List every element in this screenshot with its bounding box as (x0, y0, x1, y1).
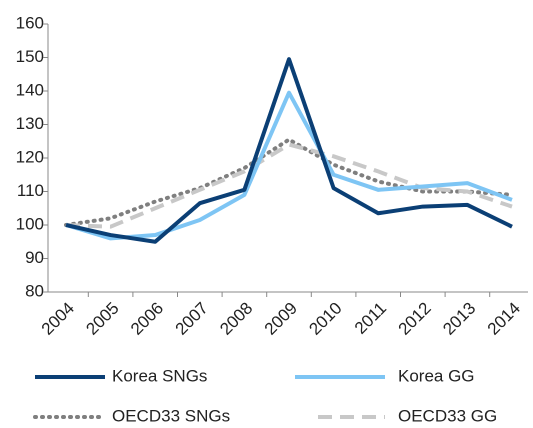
x-tick-label: 2009 (261, 299, 301, 339)
y-tick-label: 120 (16, 147, 44, 166)
x-tick-label: 2008 (216, 299, 256, 339)
line-series (65, 57, 513, 244)
line-series (65, 90, 513, 241)
x-tick-label: 2005 (82, 299, 122, 339)
x-tick-label: 2007 (172, 299, 212, 339)
x-tick-label: 2004 (38, 299, 78, 339)
x-tick-label: 2010 (305, 299, 345, 339)
y-tick-label: 90 (25, 248, 44, 267)
line-series (64, 137, 514, 227)
legend-label: Korea GG (398, 366, 475, 385)
x-tick-label: 2013 (439, 299, 479, 339)
y-tick-label: 140 (16, 80, 44, 99)
legend-label: OECD33 SNGs (112, 406, 230, 425)
legend-label: OECD33 GG (398, 406, 497, 425)
y-tick-label: 110 (17, 181, 44, 200)
x-tick-label: 2012 (395, 299, 435, 339)
y-tick-label: 160 (16, 13, 44, 32)
x-tick-label: 2011 (351, 299, 390, 338)
line-series (65, 142, 513, 229)
legend-label: Korea SNGs (112, 366, 207, 385)
y-tick-label: 80 (25, 281, 44, 300)
y-tick-label: 130 (16, 114, 44, 133)
y-tick-label: 100 (16, 214, 44, 233)
y-tick-label: 150 (16, 47, 44, 66)
x-tick-label: 2006 (127, 299, 167, 339)
x-tick-label: 2014 (484, 299, 524, 339)
